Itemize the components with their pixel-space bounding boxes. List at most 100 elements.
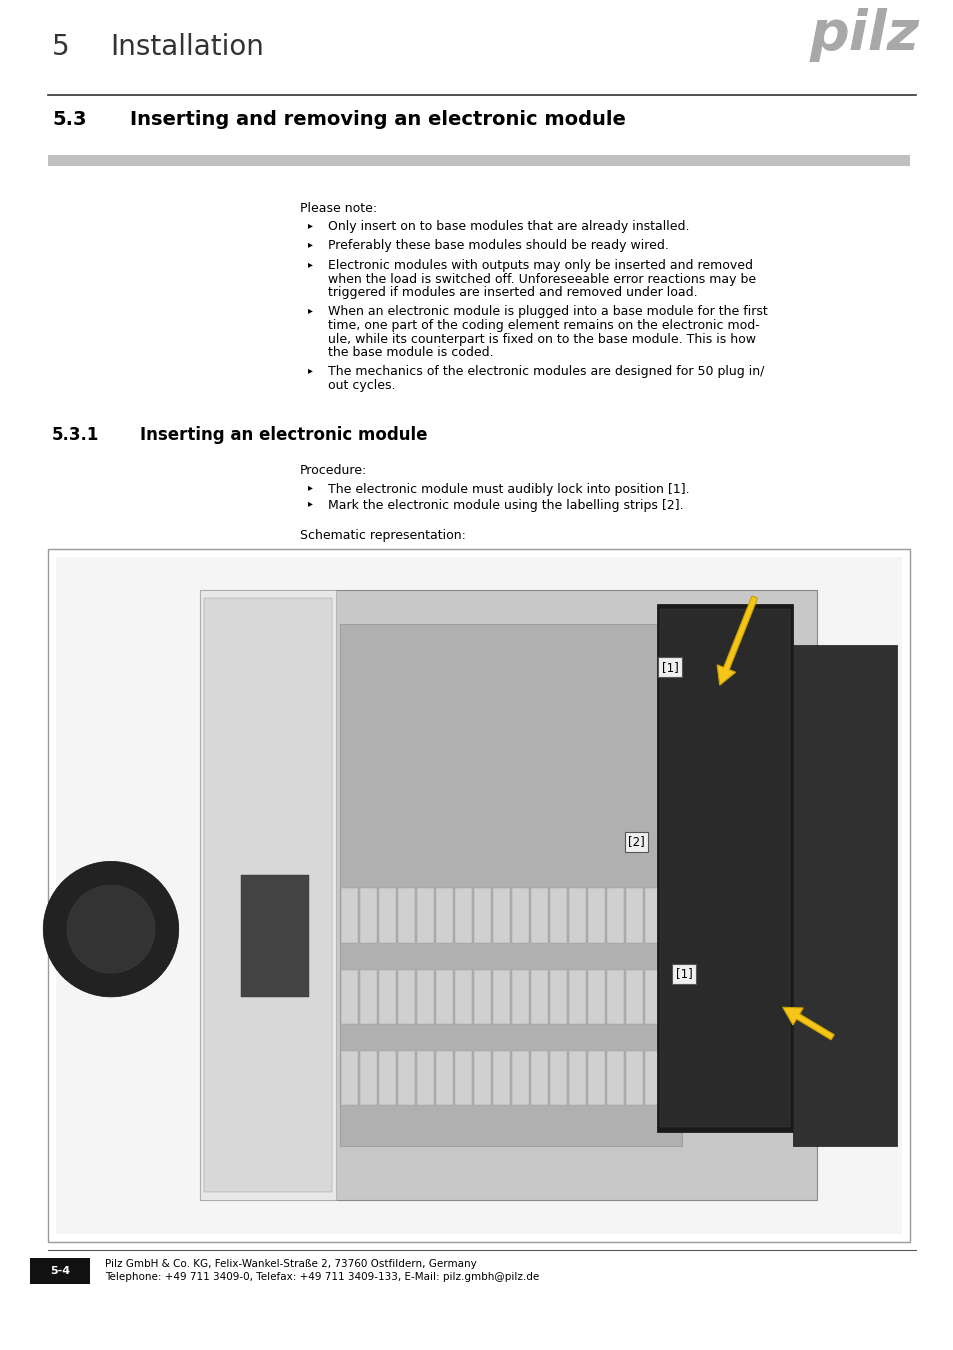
Bar <box>455 1052 471 1106</box>
Text: Mark the electronic module using the labelling strips [2].: Mark the electronic module using the lab… <box>328 498 683 512</box>
Bar <box>511 888 528 942</box>
Bar <box>492 969 509 1025</box>
Bar <box>359 1052 376 1106</box>
Text: ▸: ▸ <box>308 498 313 509</box>
Bar <box>56 556 901 1234</box>
Circle shape <box>43 861 178 996</box>
Text: [1]: [1] <box>661 662 679 674</box>
Bar <box>416 888 434 942</box>
Text: ule, while its counterpart is fixed on to the base module. This is how: ule, while its counterpart is fixed on t… <box>328 332 755 346</box>
Bar <box>511 969 528 1025</box>
Bar <box>455 969 471 1025</box>
Text: time, one part of the coding element remains on the electronic mod-: time, one part of the coding element rem… <box>328 319 759 332</box>
Bar <box>663 969 679 1025</box>
Bar <box>378 969 395 1025</box>
Text: ▸: ▸ <box>308 366 313 375</box>
Text: [2]: [2] <box>627 836 644 848</box>
Bar <box>568 1052 585 1106</box>
Bar <box>549 1052 566 1106</box>
Bar <box>436 888 452 942</box>
Text: ▸: ▸ <box>308 259 313 269</box>
Bar <box>204 598 332 1192</box>
Text: Schematic representation:: Schematic representation: <box>299 528 465 541</box>
Circle shape <box>67 886 155 973</box>
Bar <box>473 1052 490 1106</box>
Bar <box>568 969 585 1025</box>
Bar <box>587 888 604 942</box>
Bar <box>455 888 471 942</box>
Bar <box>530 969 547 1025</box>
Bar <box>606 1052 623 1106</box>
Bar <box>659 609 789 1127</box>
Text: ▸: ▸ <box>308 305 313 316</box>
Text: Electronic modules with outputs may only be inserted and removed: Electronic modules with outputs may only… <box>328 259 752 271</box>
Bar <box>663 1052 679 1106</box>
FancyArrow shape <box>717 597 757 686</box>
Bar <box>530 1052 547 1106</box>
Bar <box>397 888 415 942</box>
Text: ▸: ▸ <box>308 239 313 250</box>
Bar <box>199 590 817 1200</box>
Bar <box>473 969 490 1025</box>
Bar <box>378 1052 395 1106</box>
Bar <box>339 624 680 1146</box>
Text: Inserting an electronic module: Inserting an electronic module <box>140 427 427 444</box>
Bar <box>568 888 585 942</box>
Bar <box>48 548 909 1242</box>
Text: out cycles.: out cycles. <box>328 379 395 391</box>
Text: when the load is switched off. Unforeseeable error reactions may be: when the load is switched off. Unforesee… <box>328 273 756 285</box>
Bar <box>606 888 623 942</box>
Bar <box>340 888 357 942</box>
Text: The electronic module must audibly lock into position [1].: The electronic module must audibly lock … <box>328 482 689 495</box>
Bar <box>492 1052 509 1106</box>
Text: Pilz GmbH & Co. KG, Felix-Wankel-Straße 2, 73760 Ostfildern, Germany: Pilz GmbH & Co. KG, Felix-Wankel-Straße … <box>105 1260 476 1269</box>
Bar <box>397 969 415 1025</box>
Text: Procedure:: Procedure: <box>299 464 367 478</box>
Text: 5-4: 5-4 <box>50 1266 70 1276</box>
Text: When an electronic module is plugged into a base module for the first: When an electronic module is plugged int… <box>328 305 767 319</box>
Bar <box>30 1258 90 1284</box>
Text: ▸: ▸ <box>308 482 313 493</box>
Bar <box>511 1052 528 1106</box>
Bar <box>492 888 509 942</box>
Bar <box>663 888 679 942</box>
Bar <box>657 603 792 1133</box>
Text: Preferably these base modules should be ready wired.: Preferably these base modules should be … <box>328 239 668 252</box>
Bar <box>473 888 490 942</box>
Bar <box>436 969 452 1025</box>
Text: [1]: [1] <box>675 968 692 980</box>
Bar <box>340 969 357 1025</box>
Bar <box>48 155 909 166</box>
Bar <box>530 888 547 942</box>
Bar <box>416 1052 434 1106</box>
Text: 5.3: 5.3 <box>52 109 87 130</box>
Text: the base module is coded.: the base module is coded. <box>328 346 493 359</box>
Text: triggered if modules are inserted and removed under load.: triggered if modules are inserted and re… <box>328 286 697 298</box>
Bar <box>549 969 566 1025</box>
Bar <box>625 969 642 1025</box>
Bar <box>378 888 395 942</box>
Bar <box>792 644 896 1146</box>
Bar <box>644 888 660 942</box>
Text: 5.3.1: 5.3.1 <box>52 427 99 444</box>
Bar <box>359 969 376 1025</box>
Bar <box>416 969 434 1025</box>
Bar <box>549 888 566 942</box>
Bar <box>199 590 335 1200</box>
Text: Telephone: +49 711 3409-0, Telefax: +49 711 3409-133, E-Mail: pilz.gmbh@pilz.de: Telephone: +49 711 3409-0, Telefax: +49 … <box>105 1272 538 1282</box>
Bar <box>587 1052 604 1106</box>
Bar <box>644 969 660 1025</box>
Text: Installation: Installation <box>110 32 264 61</box>
Bar <box>240 875 308 996</box>
Bar <box>397 1052 415 1106</box>
Bar <box>606 969 623 1025</box>
Bar <box>587 969 604 1025</box>
Bar <box>359 888 376 942</box>
Bar <box>625 1052 642 1106</box>
Bar <box>340 1052 357 1106</box>
Text: Please note:: Please note: <box>299 202 376 215</box>
Text: ▸: ▸ <box>308 220 313 230</box>
Text: The mechanics of the electronic modules are designed for 50 plug in/: The mechanics of the electronic modules … <box>328 366 763 378</box>
Bar <box>625 888 642 942</box>
FancyArrow shape <box>781 1007 833 1040</box>
